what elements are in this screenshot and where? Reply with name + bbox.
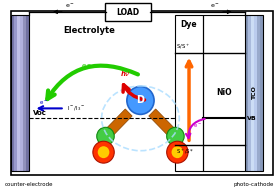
Text: e$^-$: e$^-$ <box>64 2 74 10</box>
Bar <box>17 15 20 171</box>
Bar <box>245 15 248 171</box>
Circle shape <box>167 127 184 145</box>
Bar <box>11 15 29 171</box>
Circle shape <box>172 146 183 158</box>
Text: NiO: NiO <box>216 88 232 98</box>
FancyBboxPatch shape <box>105 3 151 21</box>
Text: Voc: Voc <box>33 110 47 116</box>
Bar <box>11 15 14 171</box>
Text: S$^+$/S*: S$^+$/S* <box>176 147 194 156</box>
Bar <box>11 11 273 175</box>
Text: counter-electrode: counter-electrode <box>4 181 53 187</box>
Text: TCO: TCO <box>252 86 257 100</box>
Text: e$^-$: e$^-$ <box>81 62 92 71</box>
Text: VB: VB <box>247 116 257 121</box>
Text: D: D <box>136 95 145 105</box>
Text: e$^-$: e$^-$ <box>39 99 48 107</box>
Text: S/S$^+$: S/S$^+$ <box>176 42 190 51</box>
Bar <box>20 15 23 171</box>
Bar <box>14 15 17 171</box>
Bar <box>248 15 251 171</box>
Bar <box>254 15 257 171</box>
Bar <box>245 15 263 171</box>
Text: photo-cathode: photo-cathode <box>234 181 274 187</box>
Polygon shape <box>106 109 132 136</box>
Bar <box>203 15 245 171</box>
Bar <box>175 15 203 171</box>
Text: Dye: Dye <box>181 20 197 29</box>
Circle shape <box>127 87 154 114</box>
Circle shape <box>167 141 188 163</box>
Text: LOAD: LOAD <box>116 8 140 17</box>
Text: e$^-$: e$^-$ <box>193 123 202 130</box>
Bar <box>251 15 254 171</box>
Text: h$\nu$: h$\nu$ <box>120 69 130 77</box>
Circle shape <box>93 141 114 163</box>
Bar <box>23 15 26 171</box>
Text: Electrolyte: Electrolyte <box>63 26 115 35</box>
Bar <box>26 15 29 171</box>
Text: e$^-$: e$^-$ <box>210 2 220 10</box>
Bar <box>260 15 263 171</box>
Polygon shape <box>149 109 175 136</box>
Text: I$^-$/I$_3$$^-$: I$^-$/I$_3$$^-$ <box>67 104 85 113</box>
Bar <box>257 15 260 171</box>
Circle shape <box>98 146 109 158</box>
Circle shape <box>97 127 114 145</box>
